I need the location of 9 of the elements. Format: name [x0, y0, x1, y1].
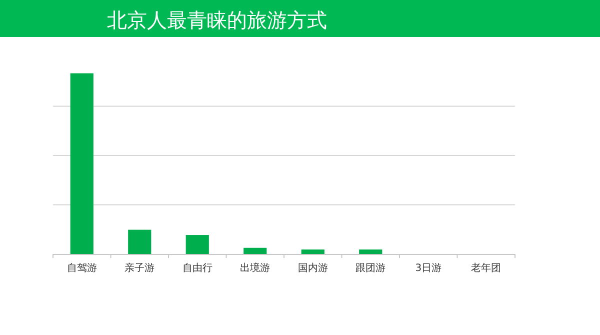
x-tick-label: 老年团: [471, 262, 502, 274]
x-tick-label: 自驾游: [66, 262, 97, 274]
x-tick-label: 3日游: [415, 262, 442, 274]
chart-title: 北京人最青睐的旅游方式: [107, 8, 327, 32]
x-tick-label: 自由行: [182, 262, 212, 274]
x-tick-label: 跟团游: [356, 262, 386, 274]
x-tick-label: 亲子游: [124, 262, 155, 274]
x-tick-label: 国内游: [298, 262, 328, 274]
x-tick-label: 出境游: [240, 262, 270, 274]
